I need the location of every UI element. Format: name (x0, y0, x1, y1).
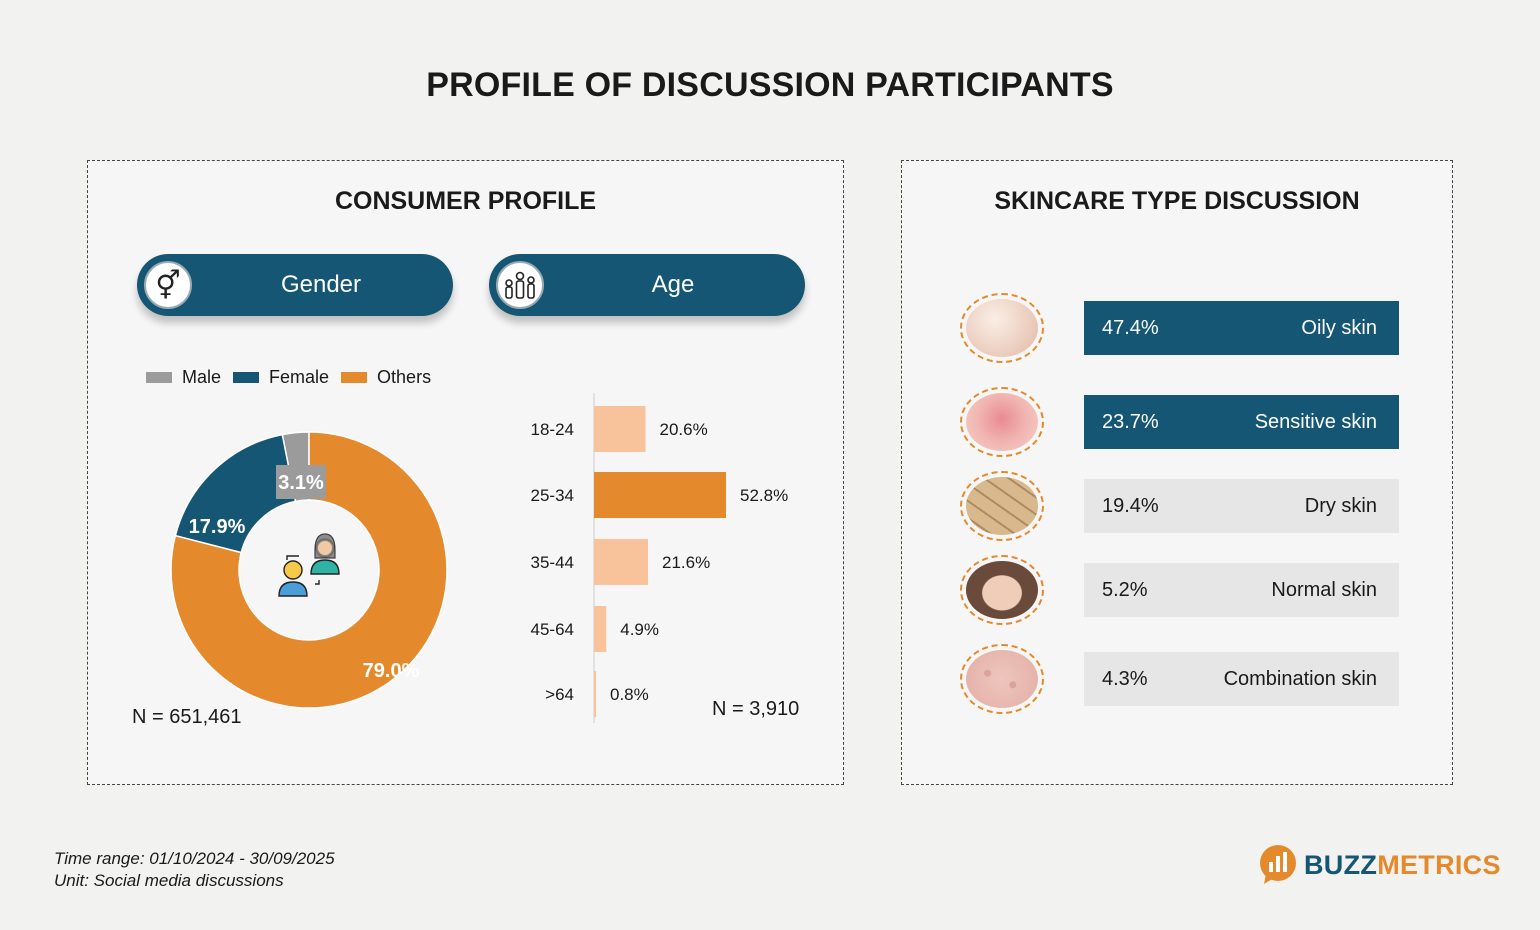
skin-row-oily: 47.4% Oily skin (902, 293, 1454, 363)
sensitive-skin-image (960, 387, 1044, 457)
age-bar-0 (594, 406, 646, 452)
donut-label-male: 3.1% (278, 472, 324, 494)
age-bar-4 (594, 671, 596, 717)
dry-skin-pct: 19.4% (1102, 494, 1159, 517)
legend-label-male: Male (182, 367, 222, 387)
skin-row-sensitive: 23.7% Sensitive skin (902, 387, 1454, 457)
combination-skin-label: Combination skin (1223, 667, 1377, 690)
age-bar-3 (594, 606, 607, 652)
dry-skin-label: Dry skin (1304, 494, 1377, 517)
page-title: PROFILE OF DISCUSSION PARTICIPANTS (426, 66, 1114, 104)
skin-row-normal: 5.2% Normal skin (902, 555, 1454, 625)
gender-legend: Male Female Others (146, 367, 431, 388)
age-value-label-4: 0.8% (610, 685, 649, 704)
legend-male: Male (146, 367, 221, 388)
donut-slice-others (170, 431, 448, 709)
age-sample-size: N = 3,910 (712, 698, 800, 720)
consumer-profile-title: CONSUMER PROFILE (334, 187, 597, 215)
normal-skin-image (960, 555, 1044, 625)
logo-text-buzz: BUZZ (1304, 849, 1378, 880)
legend-label-female: Female (269, 367, 330, 387)
sensitive-skin-photo (966, 393, 1038, 451)
normal-skin-pct: 5.2% (1102, 578, 1148, 601)
normal-skin-bar: 5.2% Normal skin (1084, 563, 1399, 617)
gender-pill-label: Gender (280, 271, 362, 298)
age-group-icon (496, 261, 544, 309)
legend-others: Others (341, 367, 431, 388)
skincare-title: SKINCARE TYPE DISCUSSION (994, 187, 1360, 215)
people-icon-link-1 (286, 555, 299, 560)
skincare-panel: SKINCARE TYPE DISCUSSION 47.4% Oily skin… (901, 160, 1453, 785)
gender-donut-chart: 3.1% 17.9% 79.0% (170, 431, 448, 709)
oily-skin-photo (966, 299, 1038, 357)
dry-skin-photo (966, 477, 1038, 535)
people-icon-body-2 (310, 559, 340, 575)
people-icon-head-1 (283, 560, 303, 580)
people-icon-body-1 (278, 581, 308, 597)
age-pill: Age (489, 254, 805, 316)
dry-skin-image (960, 471, 1044, 541)
age-category-label-2: 35-44 (531, 553, 574, 572)
age-pill-label: Age (651, 271, 695, 298)
logo-text-metrics: METRICS (1377, 849, 1501, 880)
age-bar-1 (594, 472, 726, 518)
legend-swatch-others (341, 372, 368, 383)
sensitive-skin-label: Sensitive skin (1254, 410, 1377, 433)
age-value-label-3: 4.9% (620, 620, 659, 639)
unit-note: Unit: Social media discussions (54, 871, 284, 890)
normal-skin-label: Normal skin (1271, 578, 1377, 601)
age-category-label-0: 18-24 (531, 420, 574, 439)
oily-skin-bar: 47.4% Oily skin (1084, 301, 1399, 355)
age-value-label-0: 20.6% (660, 420, 708, 439)
legend-swatch-female (233, 372, 260, 383)
people-icon-face-2 (318, 541, 332, 555)
people-icon-link-2 (315, 580, 320, 585)
skin-row-combination: 4.3% Combination skin (902, 644, 1454, 714)
age-value-label-1: 52.8% (740, 486, 788, 505)
skin-row-dry: 19.4% Dry skin (902, 471, 1454, 541)
time-range-note: Time range: 01/10/2024 - 30/09/2025 (54, 849, 335, 868)
people-icon (278, 533, 340, 597)
combination-skin-bar: 4.3% Combination skin (1084, 652, 1399, 706)
age-category-label-4: >64 (545, 685, 574, 704)
consumer-profile-panel: CONSUMER PROFILE ⚥ Gender Age Male Femal… (87, 160, 844, 785)
buzzmetrics-logo-icon (1260, 845, 1296, 884)
oily-skin-image (960, 293, 1044, 363)
age-bar-chart: 18-24 20.6% 25-34 52.8% 35-44 21.6% 45-64 4.9% >… (531, 393, 788, 723)
sensitive-skin-pct: 23.7% (1102, 410, 1159, 433)
donut-label-others: 79.0% (363, 660, 420, 682)
buzzmetrics-logo: BUZZMETRICS (1258, 844, 1501, 886)
footer-notes: Time range: 01/10/2024 - 30/09/2025 Unit… (54, 848, 335, 892)
donut-label-female: 17.9% (189, 516, 246, 538)
oily-skin-label: Oily skin (1301, 316, 1377, 339)
combination-skin-pct: 4.3% (1102, 667, 1148, 690)
legend-label-others: Others (377, 367, 432, 387)
donut-label-male-bg (276, 465, 326, 499)
gender-symbol-icon: ⚥ (144, 261, 192, 309)
age-group-icon-svg (505, 271, 535, 299)
gender-sample-size: N = 651,461 (132, 706, 242, 728)
age-category-label-3: 45-64 (531, 620, 574, 639)
oily-skin-pct: 47.4% (1102, 316, 1159, 339)
donut-slice-female (174, 433, 297, 554)
gender-pill: ⚥ Gender (137, 254, 453, 316)
combination-skin-image (960, 644, 1044, 714)
age-value-label-2: 21.6% (662, 553, 710, 572)
age-bar-2 (594, 539, 648, 585)
legend-female: Female (233, 367, 329, 388)
normal-skin-photo (966, 561, 1038, 619)
legend-swatch-male (146, 372, 172, 383)
dry-skin-bar: 19.4% Dry skin (1084, 479, 1399, 533)
age-category-label-1: 25-34 (531, 486, 574, 505)
sensitive-skin-bar: 23.7% Sensitive skin (1084, 395, 1399, 449)
combination-skin-photo (966, 650, 1038, 708)
